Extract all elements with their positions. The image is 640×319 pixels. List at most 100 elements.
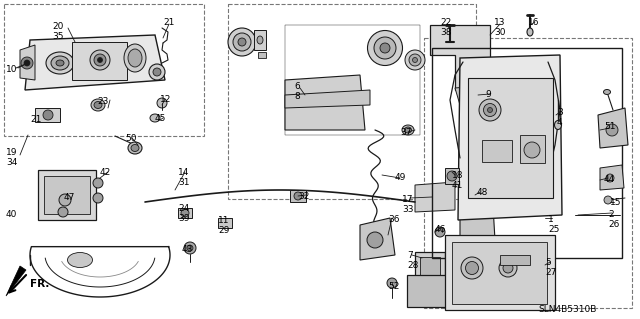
Ellipse shape <box>91 99 105 111</box>
Text: 7
28: 7 28 <box>407 251 419 271</box>
Text: 44: 44 <box>604 175 615 184</box>
Circle shape <box>367 232 383 248</box>
Ellipse shape <box>67 253 93 268</box>
Circle shape <box>184 242 196 254</box>
Ellipse shape <box>499 259 517 277</box>
Bar <box>72 42 127 80</box>
Ellipse shape <box>228 28 256 56</box>
Polygon shape <box>285 75 365 130</box>
Circle shape <box>606 124 618 136</box>
Text: 11
29: 11 29 <box>218 216 230 235</box>
Ellipse shape <box>483 103 497 116</box>
Ellipse shape <box>488 108 493 113</box>
Text: 17
33: 17 33 <box>402 195 413 214</box>
Text: 15: 15 <box>610 198 621 207</box>
Circle shape <box>468 88 482 102</box>
Text: 20
35: 20 35 <box>52 22 63 41</box>
Polygon shape <box>460 155 495 245</box>
Circle shape <box>187 245 193 251</box>
Ellipse shape <box>124 44 146 72</box>
Text: 18
41: 18 41 <box>452 171 463 190</box>
Bar <box>228 4 476 199</box>
Text: 1
25: 1 25 <box>548 215 559 234</box>
Circle shape <box>21 57 33 69</box>
Text: 45: 45 <box>155 114 166 123</box>
Text: 40: 40 <box>6 210 17 219</box>
Circle shape <box>294 192 302 200</box>
Text: 10: 10 <box>6 65 17 74</box>
Text: 12: 12 <box>160 95 172 104</box>
Bar <box>407 275 451 307</box>
Bar <box>415 252 445 280</box>
Circle shape <box>447 171 457 181</box>
Text: SLN4B5310B: SLN4B5310B <box>538 305 596 314</box>
Text: 47: 47 <box>64 193 76 202</box>
Polygon shape <box>600 165 624 190</box>
Ellipse shape <box>413 57 417 63</box>
Circle shape <box>93 178 103 188</box>
Bar <box>482 140 512 162</box>
Circle shape <box>153 68 161 76</box>
Text: 43: 43 <box>182 245 193 254</box>
Circle shape <box>149 64 165 80</box>
Circle shape <box>24 60 30 66</box>
Text: 3
4: 3 4 <box>557 108 563 127</box>
Bar <box>38 170 96 220</box>
Circle shape <box>43 110 53 120</box>
Text: 16: 16 <box>528 18 540 27</box>
Ellipse shape <box>90 50 110 70</box>
Circle shape <box>387 278 397 288</box>
Ellipse shape <box>150 114 160 122</box>
Bar <box>520 135 545 163</box>
Ellipse shape <box>94 101 102 108</box>
Bar <box>452 242 547 304</box>
Circle shape <box>58 207 68 217</box>
Ellipse shape <box>97 57 102 63</box>
Text: FR.: FR. <box>30 279 49 289</box>
Bar <box>468 78 553 198</box>
Ellipse shape <box>461 257 483 279</box>
Circle shape <box>181 209 189 217</box>
Polygon shape <box>430 25 490 90</box>
Polygon shape <box>415 182 455 212</box>
Ellipse shape <box>554 121 561 130</box>
Circle shape <box>606 174 614 182</box>
Text: 21: 21 <box>30 115 42 124</box>
Bar <box>432 48 622 258</box>
Text: 9: 9 <box>485 90 491 99</box>
Ellipse shape <box>56 60 64 66</box>
Text: 6
8: 6 8 <box>294 82 300 101</box>
Ellipse shape <box>402 125 414 135</box>
Text: 51: 51 <box>604 122 616 131</box>
Bar <box>500 255 530 265</box>
Ellipse shape <box>131 145 139 152</box>
Ellipse shape <box>238 38 246 46</box>
Bar <box>445 168 459 184</box>
Ellipse shape <box>404 127 412 133</box>
Bar <box>290 190 306 202</box>
Circle shape <box>157 98 167 108</box>
Circle shape <box>469 204 481 216</box>
Polygon shape <box>20 45 35 80</box>
Text: 52: 52 <box>388 282 399 291</box>
Text: 24
39: 24 39 <box>178 204 189 223</box>
Polygon shape <box>455 85 490 105</box>
Ellipse shape <box>51 56 69 70</box>
Text: 21: 21 <box>163 18 174 27</box>
Ellipse shape <box>374 37 396 59</box>
Polygon shape <box>6 266 26 296</box>
Text: 19
34: 19 34 <box>6 148 17 167</box>
Text: 49: 49 <box>395 173 406 182</box>
Circle shape <box>604 196 612 204</box>
Ellipse shape <box>46 52 74 74</box>
Text: 42: 42 <box>100 168 111 177</box>
Text: 22
38: 22 38 <box>440 18 451 37</box>
Text: 50: 50 <box>125 134 136 143</box>
Bar <box>44 176 90 214</box>
Bar <box>178 208 192 218</box>
Circle shape <box>59 194 71 206</box>
Ellipse shape <box>128 142 142 154</box>
Bar <box>218 218 232 228</box>
Ellipse shape <box>257 36 263 44</box>
Text: 37: 37 <box>400 128 412 137</box>
